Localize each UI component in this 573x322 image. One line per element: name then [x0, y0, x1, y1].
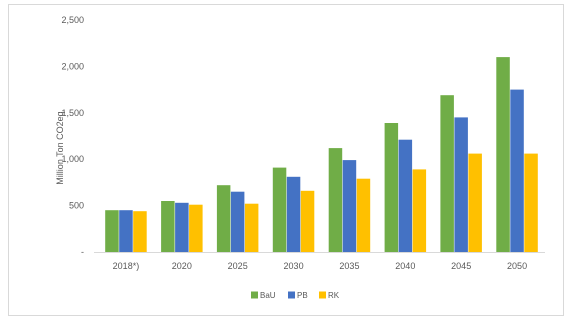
y-tick-label: 500 — [69, 201, 84, 211]
x-tick-label: 2025 — [228, 261, 248, 271]
legend-swatch-rk — [319, 291, 326, 299]
y-tick-labels: - 500 1,000 1,500 2,000 2,500 — [61, 15, 84, 257]
bar-rk-2050 — [524, 153, 538, 252]
legend: BaU PB RK — [251, 291, 340, 300]
bar-rk-2025 — [244, 203, 259, 252]
bar-pb-2045 — [454, 117, 468, 253]
bar-bau-2045 — [440, 95, 454, 252]
x-tick-label: 2045 — [451, 261, 471, 271]
bar-bau-2035 — [328, 148, 343, 252]
bar-bau-2040 — [384, 123, 399, 252]
x-tick-labels: 2018*) 2020 2025 2030 2035 2040 2045 2050 — [113, 261, 527, 271]
bar-bau-2030 — [272, 167, 287, 252]
y-tick-label: 2,500 — [61, 15, 84, 25]
bar-pb-2025 — [230, 191, 245, 252]
bar-bau-2020 — [161, 201, 175, 252]
bar-rk-2040 — [412, 169, 427, 252]
x-tick-label: 2018*) — [113, 261, 140, 271]
bar-pb-2018 — [119, 210, 133, 252]
bar-rk-2035 — [356, 178, 371, 252]
bar-bau-2018 — [105, 210, 119, 252]
y-axis-label: Million Ton CO2eq — [55, 111, 65, 184]
legend-label-bau: BaU — [260, 291, 276, 300]
bars — [105, 57, 538, 253]
x-tick-label: 2035 — [339, 261, 359, 271]
y-tick-label: 1,500 — [61, 108, 84, 118]
bar-rk-2018 — [133, 211, 147, 252]
bar-rk-2045 — [468, 153, 482, 252]
legend-label-rk: RK — [328, 291, 340, 300]
x-tick-label: 2020 — [172, 261, 192, 271]
legend-label-pb: PB — [297, 291, 308, 300]
legend-swatch-bau — [251, 291, 258, 299]
bar-bau-2025 — [216, 185, 231, 252]
x-tick-label: 2040 — [395, 261, 415, 271]
y-tick-label: 1,000 — [61, 154, 84, 164]
y-tick-label: - — [81, 247, 84, 257]
bar-pb-2050 — [510, 89, 524, 252]
bar-pb-2040 — [398, 139, 413, 252]
y-tick-label: 2,000 — [61, 61, 84, 71]
bar-bau-2050 — [496, 57, 510, 252]
bar-pb-2030 — [286, 176, 301, 252]
x-tick-label: 2030 — [284, 261, 304, 271]
bar-rk-2030 — [300, 190, 315, 252]
bar-pb-2020 — [175, 202, 189, 252]
bar-pb-2035 — [342, 160, 357, 252]
x-tick-label: 2050 — [507, 261, 527, 271]
bar-rk-2020 — [189, 204, 203, 252]
legend-swatch-pb — [288, 291, 295, 299]
